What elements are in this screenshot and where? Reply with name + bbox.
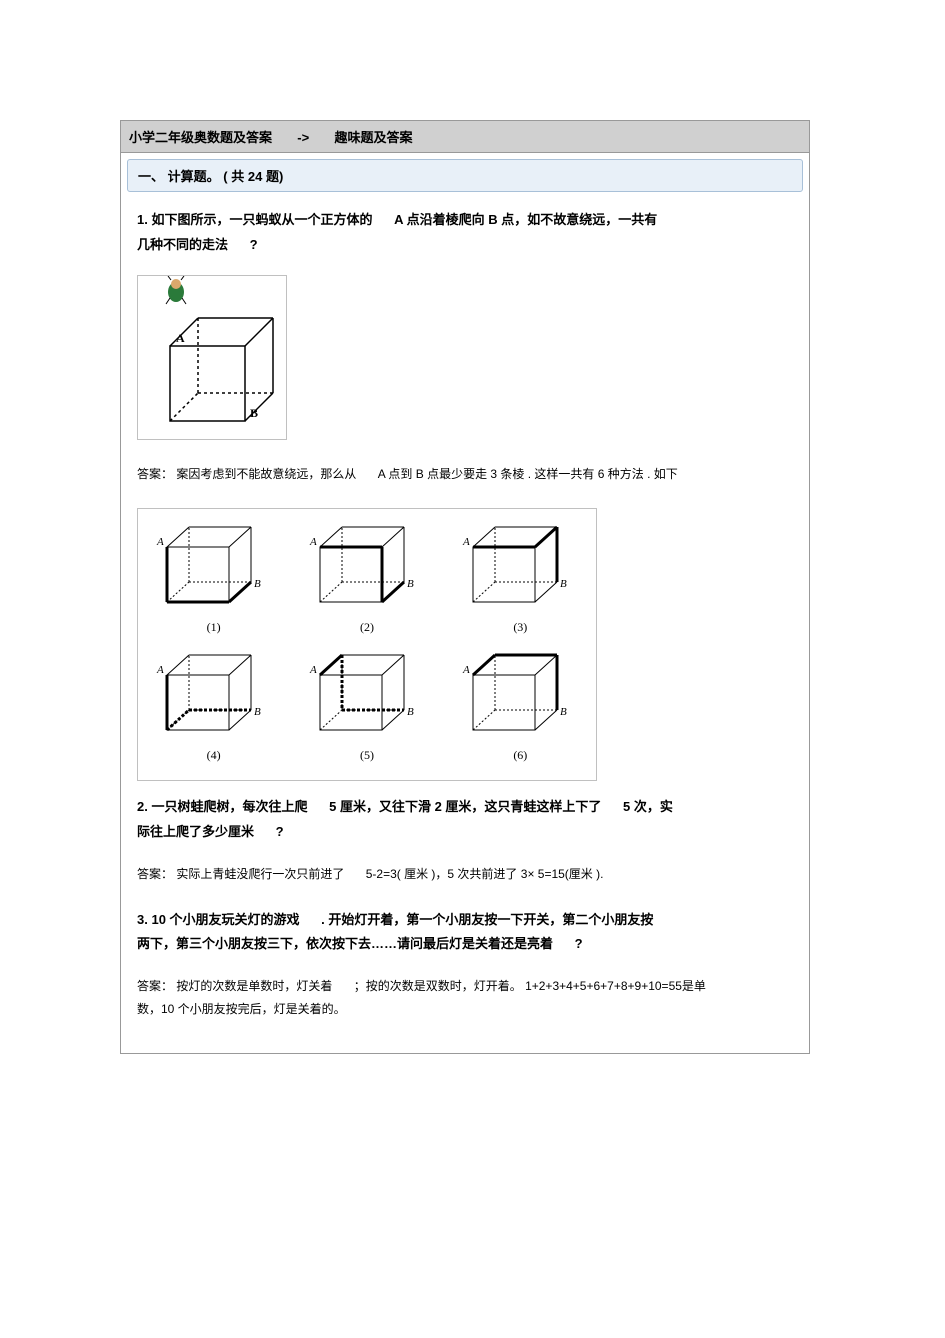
cube-label-3: (3) — [455, 616, 585, 639]
svg-text:B: B — [254, 706, 261, 718]
q2-a2: 5-2=3( 厘米 )，5 次共前进了 — [366, 867, 518, 881]
q3-ans-label: 答案： — [137, 979, 173, 993]
label-A: A — [176, 331, 185, 345]
answer-3: 答案： 按灯的次数是单数时，灯关着 ；按的次数是双数时，灯开着。 1+2+3+4… — [137, 975, 793, 1021]
svg-text:B: B — [560, 706, 567, 718]
svg-text:A: A — [462, 536, 470, 548]
cube-2: A B (2) — [302, 519, 432, 639]
svg-text:A: A — [156, 536, 164, 548]
q1-num: 1. — [137, 212, 148, 227]
q2-t3: 2 厘米，这只青蛙这样上下了 — [435, 799, 602, 814]
svg-text:A: A — [462, 664, 470, 676]
q2-t1: 一只树蛙爬树，每次往上爬 — [151, 799, 307, 814]
q2-a1: 实际上青蛙没爬行一次只前进了 — [176, 867, 344, 881]
content-body: 1. 如下图所示，一只蚂蚁从一个正方体的 A 点沿着棱爬向 B 点，如不故意绕远… — [121, 198, 809, 1053]
q3-t3: 两下，第三个小朋友按三下，依次按下去……请问最后灯是关着还是亮着 — [137, 936, 553, 951]
svg-text:A: A — [156, 664, 164, 676]
q3-a4: 数，10 个小朋友按完后，灯是关着的。 — [137, 1002, 346, 1016]
q1-t1: 如下图所示，一只蚂蚁从一个正方体的 — [151, 212, 372, 227]
svg-text:A: A — [309, 536, 317, 548]
q1-t2: A 点沿着棱爬向 — [394, 212, 485, 227]
breadcrumb-parent: 小学二年级奥数题及答案 — [129, 127, 272, 146]
section-count-suffix: 题) — [266, 169, 283, 184]
breadcrumb: 小学二年级奥数题及答案 -> 趣味题及答案 — [121, 121, 809, 153]
q1-a4: 6 种方法 . 如下 — [598, 467, 678, 481]
svg-text:A: A — [309, 664, 317, 676]
cube-6: A B (6) — [455, 647, 585, 767]
cube-5: A B (5) — [302, 647, 432, 767]
section-header: 一、 计算题。 ( 共 24 题) — [127, 159, 803, 192]
figure-q1-cube: A B — [137, 275, 793, 449]
svg-text:B: B — [254, 578, 261, 590]
section-label: 一、 — [138, 169, 164, 184]
cube-3: A B (3) — [455, 519, 585, 639]
q3-num: 3. — [137, 912, 148, 927]
q3-a3: 1+2+3+4+5+6+7+8+9+10=55是单 — [525, 979, 706, 993]
breadcrumb-child: 趣味题及答案 — [334, 127, 412, 146]
section-count-prefix: ( 共 — [223, 169, 244, 184]
q1-t5: ? — [250, 237, 258, 252]
q2-t2: 5 厘米，又往下滑 — [329, 799, 431, 814]
q2-a3: 3× 5=15(厘米 ). — [521, 867, 604, 881]
q2-t5: 际往上爬了多少厘米 — [137, 824, 254, 839]
q2-ans-label: 答案： — [137, 867, 173, 881]
q1-a1: 案因考虑到不能故意绕远，那么从 — [176, 467, 356, 481]
cube-icon: A B — [455, 647, 575, 742]
question-3: 3. 10 个小朋友玩关灯的游戏 . 开始灯开着，第一个小朋友按一下开关，第二个… — [137, 908, 793, 957]
cube-icon: A B — [302, 647, 422, 742]
q3-a1: 按灯的次数是单数时，灯关着 — [176, 979, 332, 993]
q1-t3: B 点，如不故意绕远，一共有 — [488, 212, 657, 227]
q2-t4: 5 次，实 — [623, 799, 673, 814]
cube-icon: A B — [149, 519, 269, 614]
q1-a3: 3 条棱 . 这样一共有 — [490, 467, 594, 481]
q3-t2: . 开始灯开着，第一个小朋友按一下开关，第二个小朋友按 — [321, 912, 653, 927]
q1-a2: A 点到 B 点最少要走 — [378, 467, 487, 481]
document-container: 小学二年级奥数题及答案 -> 趣味题及答案 一、 计算题。 ( 共 24 题) … — [120, 120, 810, 1054]
section-count: 24 — [248, 169, 262, 184]
svg-text:B: B — [560, 578, 567, 590]
cube-label-6: (6) — [455, 744, 585, 767]
figure-q1-cubes-grid: A B (1) — [137, 508, 793, 782]
answer-1: 答案： 案因考虑到不能故意绕远，那么从 A 点到 B 点最少要走 3 条棱 . … — [137, 463, 793, 486]
cube-icon: A B — [138, 276, 288, 441]
breadcrumb-sep: -> — [297, 130, 309, 145]
q3-a2: ；按的次数是双数时，灯开着。 — [354, 979, 522, 993]
svg-text:B: B — [407, 578, 414, 590]
q2-num: 2. — [137, 799, 148, 814]
cube-icon: A B — [302, 519, 422, 614]
cube-1: A B (1) — [149, 519, 279, 639]
q3-t4: ? — [575, 936, 583, 951]
answer-2: 答案： 实际上青蛙没爬行一次只前进了 5-2=3( 厘米 )，5 次共前进了 3… — [137, 863, 793, 886]
cube-label-1: (1) — [149, 616, 279, 639]
q3-t1: 10 个小朋友玩关灯的游戏 — [151, 912, 299, 927]
section-type: 计算题。 — [168, 169, 220, 184]
q1-t4: 几种不同的走法 — [137, 237, 228, 252]
cube-4: A B (4) — [149, 647, 279, 767]
cube-label-4: (4) — [149, 744, 279, 767]
question-2: 2. 一只树蛙爬树，每次往上爬 5 厘米，又往下滑 2 厘米，这只青蛙这样上下了… — [137, 795, 793, 844]
cube-icon: A B — [455, 519, 575, 614]
cube-label-2: (2) — [302, 616, 432, 639]
cube-label-5: (5) — [302, 744, 432, 767]
q2-t6: ? — [276, 824, 284, 839]
question-1: 1. 如下图所示，一只蚂蚁从一个正方体的 A 点沿着棱爬向 B 点，如不故意绕远… — [137, 208, 793, 257]
q1-ans-label: 答案： — [137, 467, 173, 481]
label-B: B — [250, 406, 258, 420]
cube-icon: A B — [149, 647, 269, 742]
svg-text:B: B — [407, 706, 414, 718]
